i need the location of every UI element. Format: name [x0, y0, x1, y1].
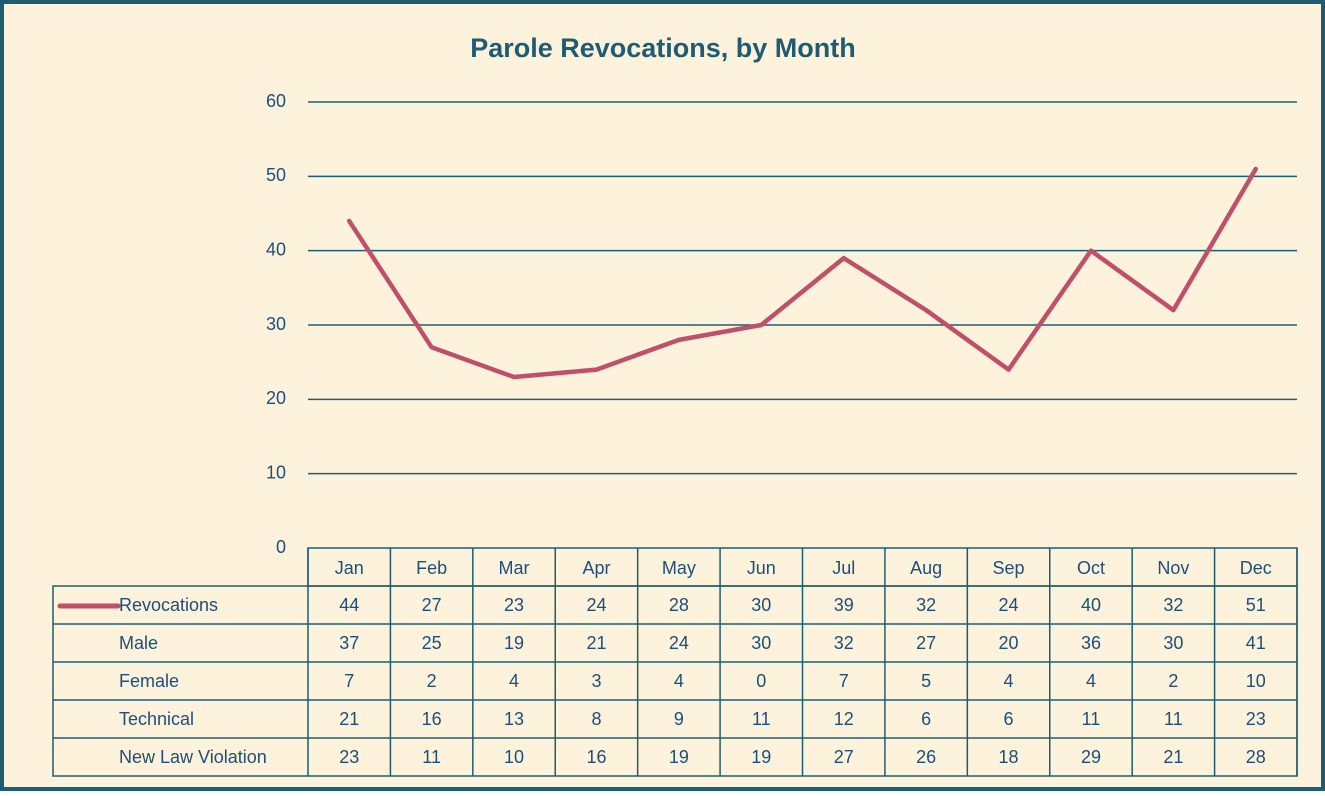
x-tick-label: Mar	[499, 558, 530, 578]
table-cell: 24	[669, 633, 689, 653]
series-line	[346, 166, 1259, 380]
table-cell: 27	[834, 747, 854, 767]
table-cell: 27	[422, 595, 442, 615]
table-cell: 32	[916, 595, 936, 615]
table-cell: 24	[586, 595, 606, 615]
table-cell: 44	[339, 595, 359, 615]
table-cell: 30	[751, 595, 771, 615]
y-tick-label: 60	[266, 91, 286, 111]
table-cell: 2	[1168, 671, 1178, 691]
y-tick-label: 0	[276, 537, 286, 557]
table-cell: 7	[839, 671, 849, 691]
table-cell: 0	[756, 671, 766, 691]
table-cell: 4	[1086, 671, 1096, 691]
table-cell: 24	[999, 595, 1019, 615]
table-cell: 23	[1246, 709, 1266, 729]
table-cell: 30	[751, 633, 771, 653]
table-cell: 32	[1163, 595, 1183, 615]
table-cell: 11	[1082, 709, 1101, 729]
table-cell: 39	[834, 595, 854, 615]
table-cell: 6	[1004, 709, 1014, 729]
table-cell: 32	[834, 633, 854, 653]
table-cell: 51	[1246, 595, 1266, 615]
table-cell: 16	[586, 747, 606, 767]
table-cell: 19	[669, 747, 689, 767]
table-cell: 23	[339, 747, 359, 767]
table-cell: 11	[752, 709, 771, 729]
legend-label: Revocations	[119, 595, 218, 615]
table-cell: 21	[586, 633, 606, 653]
table-cell: 11	[1164, 709, 1183, 729]
table-cell: 36	[1081, 633, 1101, 653]
legend-label: New Law Violation	[119, 747, 267, 767]
table-cell: 30	[1163, 633, 1183, 653]
table-cell: 6	[921, 709, 931, 729]
table-cell: 41	[1246, 633, 1266, 653]
table-cell: 28	[1246, 747, 1266, 767]
x-tick-label: Sep	[993, 558, 1025, 578]
x-tick-label: Feb	[416, 558, 447, 578]
legend-label: Female	[119, 671, 179, 691]
table-cell: 29	[1081, 747, 1101, 767]
table-cell: 37	[339, 633, 359, 653]
y-tick-label: 20	[266, 388, 286, 408]
table-cell: 18	[999, 747, 1019, 767]
table-cell: 10	[504, 747, 524, 767]
table-cell: 5	[921, 671, 931, 691]
legend-label: Male	[119, 633, 158, 653]
chart-title: Parole Revocations, by Month	[470, 33, 856, 63]
x-tick-label: Jan	[335, 558, 364, 578]
table-cell: 19	[504, 633, 524, 653]
table-cell: 4	[674, 671, 684, 691]
table-cell: 20	[999, 633, 1019, 653]
x-tick-label: Jul	[832, 558, 855, 578]
x-tick-label: Aug	[910, 558, 942, 578]
table-cell: 7	[344, 671, 354, 691]
table-cell: 9	[674, 709, 684, 729]
table-cell: 11	[422, 747, 441, 767]
table-cell: 28	[669, 595, 689, 615]
table-cell: 16	[422, 709, 442, 729]
table-cell: 10	[1246, 671, 1266, 691]
table-cell: 23	[504, 595, 524, 615]
table-cell: 3	[591, 671, 601, 691]
x-tick-label: Apr	[582, 558, 610, 578]
legend-label: Technical	[119, 709, 194, 729]
table-cell: 4	[509, 671, 519, 691]
table-cell: 4	[1004, 671, 1014, 691]
table-cell: 19	[751, 747, 771, 767]
x-tick-label: Jun	[747, 558, 776, 578]
x-tick-label: Dec	[1240, 558, 1272, 578]
y-tick-label: 40	[266, 239, 286, 259]
table-cell: 8	[591, 709, 601, 729]
table-cell: 27	[916, 633, 936, 653]
x-tick-label: May	[662, 558, 696, 578]
y-tick-label: 10	[266, 462, 286, 482]
y-tick-label: 50	[266, 165, 286, 185]
table-cell: 26	[916, 747, 936, 767]
table-cell: 12	[834, 709, 854, 729]
x-tick-label: Nov	[1157, 558, 1189, 578]
table-cell: 21	[339, 709, 359, 729]
y-tick-label: 30	[266, 314, 286, 334]
table-cell: 21	[1163, 747, 1183, 767]
x-tick-label: Oct	[1077, 558, 1105, 578]
table-cell: 13	[504, 709, 524, 729]
table-cell: 2	[427, 671, 437, 691]
table-cell: 25	[422, 633, 442, 653]
table-cell: 40	[1081, 595, 1101, 615]
